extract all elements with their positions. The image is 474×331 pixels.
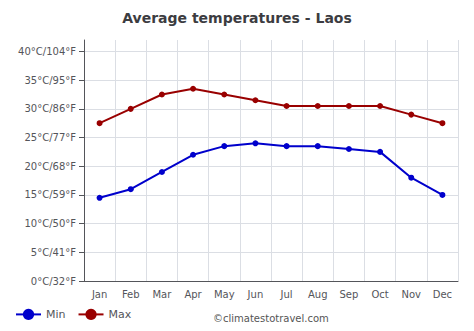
svg-text:30°C/86°F: 30°C/86°F xyxy=(24,103,76,114)
svg-text:10°C/50°F: 10°C/50°F xyxy=(24,218,76,229)
svg-text:Max: Max xyxy=(109,308,132,321)
svg-text:40°C/104°F: 40°C/104°F xyxy=(18,46,76,57)
svg-text:Oct: Oct xyxy=(371,289,388,300)
svg-text:Min: Min xyxy=(46,308,66,321)
svg-text:Mar: Mar xyxy=(152,289,172,300)
svg-text:May: May xyxy=(214,289,235,300)
svg-text:Average temperatures - Laos: Average temperatures - Laos xyxy=(122,10,352,26)
svg-text:Jun: Jun xyxy=(247,289,264,300)
svg-text:Sep: Sep xyxy=(339,289,358,300)
svg-text:25°C/77°F: 25°C/77°F xyxy=(24,132,76,143)
svg-text:Feb: Feb xyxy=(122,289,140,300)
svg-text:15°C/59°F: 15°C/59°F xyxy=(24,189,76,200)
svg-text:Nov: Nov xyxy=(401,289,421,300)
svg-text:Jul: Jul xyxy=(280,289,293,300)
svg-text:Dec: Dec xyxy=(433,289,452,300)
svg-text:20°C/68°F: 20°C/68°F xyxy=(24,161,76,172)
svg-text:Jan: Jan xyxy=(91,289,107,300)
svg-text:35°C/95°F: 35°C/95°F xyxy=(24,75,76,86)
svg-text:5°C/41°F: 5°C/41°F xyxy=(31,247,76,258)
svg-text:Apr: Apr xyxy=(184,289,202,300)
svg-text:Aug: Aug xyxy=(308,289,328,300)
svg-text:0°C/32°F: 0°C/32°F xyxy=(31,276,76,287)
svg-text:©climatestotravel.com: ©climatestotravel.com xyxy=(213,313,329,324)
